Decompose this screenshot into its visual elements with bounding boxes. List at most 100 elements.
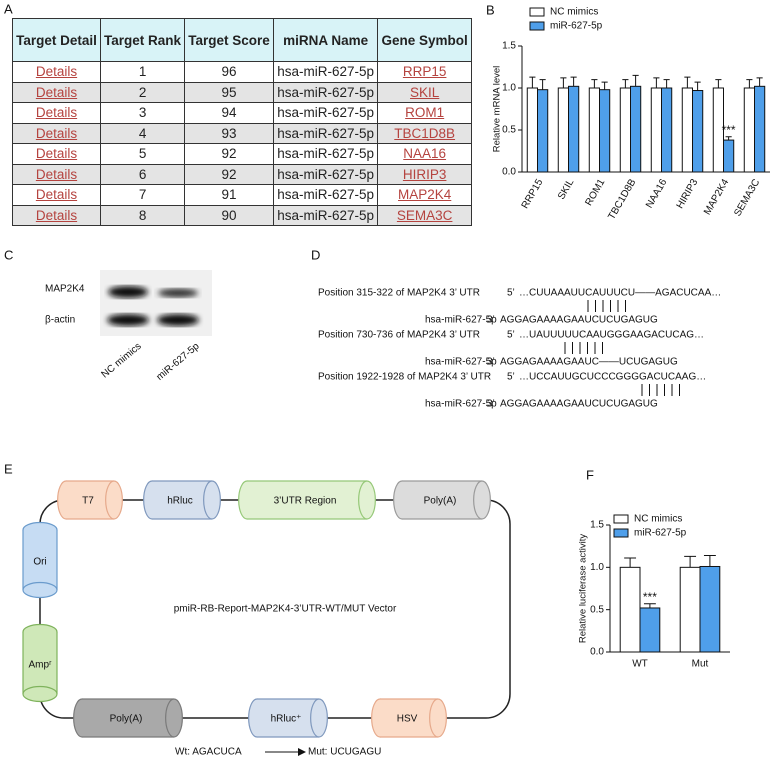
element-label: Poly(A) [110,714,143,725]
y-tick-label: 1.0 [502,83,516,94]
vector-title: pmiR-RB-Report-MAP2K4-3’UTR-WT/MUT Vecto… [174,604,397,615]
table-cell: 92 [184,143,274,165]
table-row: Details 7 91 hsa-miR-627-5p MAP2K4 [12,184,472,206]
panel-label: C [4,247,13,262]
header-cell: Target Score [184,18,274,62]
details-link[interactable]: Details [35,146,78,162]
bar [679,566,701,653]
vector-element: 3’UTR Region [238,480,376,520]
table-cell: HIRIP3 [377,163,472,185]
gene-link[interactable]: RRP15 [402,64,447,80]
band [157,314,199,326]
header-cell: Target Rank [99,18,186,62]
prime3: 3’ [487,315,495,326]
element-label: HSV [397,714,418,725]
gene-link[interactable]: SEMA3C [396,207,453,223]
error-bar [624,557,637,568]
cyl-edge [22,632,58,694]
gene-link[interactable]: ROM1 [405,105,445,121]
details-link[interactable]: Details [35,125,78,141]
vector-element: T7 [57,480,123,520]
element-label: hRluc⁺ [271,714,302,725]
error-bar [570,76,577,87]
table-cell: hsa-miR-627-5p [272,81,379,103]
bar [526,87,539,173]
error-bar [529,76,536,88]
gene-link[interactable]: NAA16 [403,146,447,162]
table-cell: Details [12,184,101,206]
gene-link[interactable]: MAP2K4 [398,187,452,203]
table-row: Details 2 95 hsa-miR-627-5p SKIL [12,81,472,103]
cyl-body [23,530,57,590]
bar [588,87,601,173]
position-label: Position 1922-1928 of MAP2K4 3’ UTR [318,372,491,383]
x-tick-label: WT [632,659,648,670]
y-tick-label: 1.0 [590,562,604,573]
bar [692,90,704,173]
element-label: Poly(A) [424,496,457,507]
table-cell: hsa-miR-627-5p [272,61,379,83]
table-cell: Details [12,122,101,144]
error-bar [591,79,598,88]
x-tick-label: ROM1 [583,177,607,208]
bar [754,85,766,173]
target-seq: …UCCAUUGCUCCCGGGGACUCAAG… [519,372,706,383]
details-link[interactable]: Details [35,105,78,121]
details-link[interactable]: Details [35,187,78,203]
error-bar [601,81,608,90]
gene-link[interactable]: SKIL [410,84,440,100]
y-tick-label: 0.0 [590,647,604,658]
mirna-seq: AGGAGAAAAGAAUCUCUGAGUG [500,399,658,410]
vector-element: hRluc⁺ [248,698,328,738]
cyl-end [429,698,447,738]
x-tick-label: NAA16 [644,177,670,210]
element-label: Ampʳ [29,660,53,671]
bar [743,87,756,173]
y-tick-label: 0.5 [502,125,516,136]
legend-swatch [613,514,629,524]
details-link[interactable]: Details [35,64,78,80]
bar [723,139,735,173]
table-cell: SKIL [377,81,472,103]
significance: *** [643,590,657,604]
mirna-seq: AGGAGAAAAGAAUC——UCUGAGUG [500,357,678,368]
panel-label: A [4,1,13,16]
element-label: Ori [33,557,46,568]
x-tick-label: Mut [692,659,709,670]
cyl-end [473,480,491,520]
bar [661,87,673,173]
table-cell: hsa-miR-627-5p [272,122,379,144]
error-bar [560,77,567,88]
band [108,286,148,298]
table-cell: Details [12,102,101,124]
cyl-body [23,632,57,694]
cyl-end [22,685,58,703]
legend-label: NC mimics [634,514,682,525]
cyl-body [247,481,367,519]
cyl-end [358,480,376,520]
position-label: Position 315-322 of MAP2K4 3’ UTR [318,288,480,299]
prime3: 3’ [487,357,495,368]
bar [650,87,663,173]
legend-label: miR-627-5p [550,21,603,32]
table-cell: Details [12,143,101,165]
table-cell: SEMA3C [377,204,472,226]
table-row: Details 1 96 hsa-miR-627-5p RRP15 [12,61,472,83]
table-cell: 4 [99,122,186,144]
legend-swatch [529,7,545,17]
details-link[interactable]: Details [35,207,78,223]
table-cell: hsa-miR-627-5p [272,204,379,226]
target-table: Target Detail Target Rank Target Score miRN… [12,18,472,226]
bar [699,565,721,653]
wt-seq: Wt: AGACUCA [175,747,242,758]
error-bar [694,81,701,91]
bar [630,85,642,173]
details-link[interactable]: Details [35,84,78,100]
gene-link[interactable]: HIRIP3 [402,166,447,182]
vector-element: Poly(A) [393,480,491,520]
cyl-body [152,481,212,519]
details-link[interactable]: Details [35,166,78,182]
gene-link[interactable]: TBC1D8B [394,125,456,141]
